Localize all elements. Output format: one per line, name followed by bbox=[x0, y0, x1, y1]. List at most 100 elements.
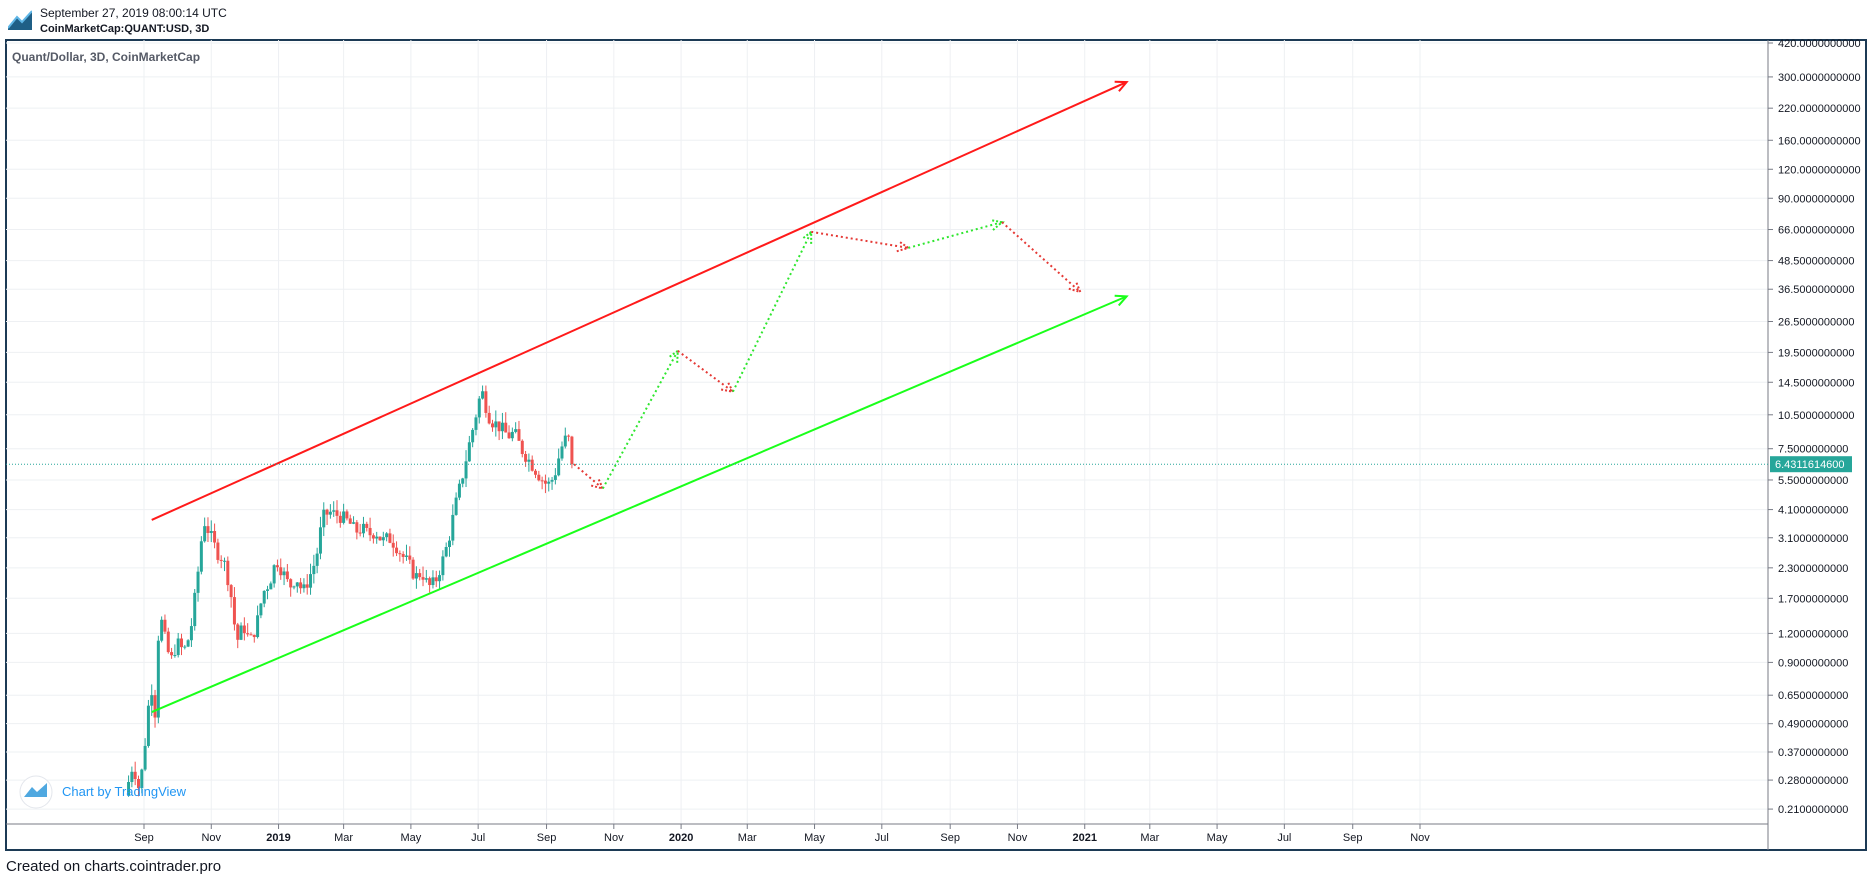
candle-body bbox=[156, 640, 160, 718]
candle-body bbox=[322, 509, 326, 528]
candle-body bbox=[256, 615, 260, 638]
snapshot-timestamp: September 27, 2019 08:00:14 UTC bbox=[40, 6, 227, 20]
candle-body bbox=[395, 547, 399, 554]
candle-body bbox=[547, 481, 551, 484]
candle-body bbox=[368, 527, 372, 536]
candle-body bbox=[328, 511, 332, 515]
candle-body bbox=[223, 560, 227, 562]
candle-body bbox=[431, 577, 435, 586]
price-tick-label: 0.6500000000 bbox=[1778, 690, 1848, 702]
price-tick-label: 3.1000000000 bbox=[1778, 533, 1848, 545]
footer-credit: Created on charts.cointrader.pro bbox=[6, 858, 222, 875]
candle-body bbox=[285, 571, 289, 580]
price-tick-label: 26.5000000000 bbox=[1778, 316, 1854, 328]
chart-title: Quant/Dollar, 3D, CoinMarketCap bbox=[12, 50, 200, 64]
candle-body bbox=[428, 578, 432, 586]
time-tick-label: May bbox=[804, 832, 825, 844]
price-tick-label: 7.5000000000 bbox=[1778, 444, 1848, 456]
candle-body bbox=[242, 625, 246, 634]
forecast-arrow-arrowhead bbox=[667, 348, 679, 363]
candle-body bbox=[203, 526, 207, 542]
candle-body bbox=[299, 582, 303, 589]
candle-body bbox=[213, 531, 217, 543]
candle-body bbox=[140, 769, 144, 789]
candle-body bbox=[335, 510, 339, 516]
candle-body bbox=[309, 574, 313, 588]
candle-body bbox=[471, 429, 475, 443]
chart-header: September 27, 2019 08:00:14 UTC CoinMark… bbox=[0, 0, 1874, 40]
candle-body bbox=[259, 603, 263, 616]
candle-body bbox=[239, 625, 243, 640]
forecast-arrow bbox=[811, 230, 909, 249]
candle-body bbox=[315, 553, 319, 566]
candle-body bbox=[500, 422, 504, 432]
price-tick-label: 420.0000000000 bbox=[1778, 38, 1861, 50]
forecast-arrow-arrowhead bbox=[990, 219, 1005, 231]
candle-body bbox=[404, 555, 408, 557]
candle-body bbox=[292, 586, 296, 588]
candle-body bbox=[160, 619, 164, 641]
forecast-arrow bbox=[601, 350, 679, 490]
candle-body bbox=[457, 483, 461, 498]
candle-body bbox=[477, 398, 481, 418]
candle-body bbox=[553, 475, 557, 480]
candle-body bbox=[527, 459, 531, 462]
time-tick-label: Nov bbox=[1008, 832, 1028, 844]
candle-body bbox=[279, 567, 283, 576]
candle-body bbox=[146, 705, 150, 746]
tradingview-watermark[interactable]: Chart by TradingView bbox=[19, 775, 187, 809]
trend-drawings bbox=[151, 80, 1129, 713]
candle-body bbox=[355, 522, 359, 533]
last-price-value: 6.4311614600 bbox=[1775, 459, 1845, 471]
last-price-line: 6.4311614600 bbox=[6, 456, 1852, 473]
candle-body bbox=[130, 771, 134, 783]
candle-body bbox=[342, 511, 346, 523]
support-trendline bbox=[151, 295, 1128, 713]
watermark-text[interactable]: Chart by TradingView bbox=[62, 784, 187, 799]
candle-body bbox=[186, 640, 190, 647]
candle-body bbox=[385, 533, 389, 538]
candle-body bbox=[305, 584, 309, 588]
candle-body bbox=[467, 442, 471, 462]
candle-body bbox=[163, 619, 167, 632]
candle-body bbox=[375, 536, 379, 539]
candle-body bbox=[226, 560, 230, 586]
candle-body bbox=[365, 523, 369, 528]
candle-body bbox=[325, 509, 329, 515]
candle-body bbox=[183, 646, 187, 648]
time-tick-label: 2019 bbox=[266, 832, 290, 844]
candle-body bbox=[560, 446, 564, 459]
price-tick-label: 1.2000000000 bbox=[1778, 628, 1848, 640]
candle-body bbox=[534, 470, 538, 475]
price-tick-label: 4.1000000000 bbox=[1778, 505, 1848, 517]
grid-lines bbox=[6, 40, 1768, 824]
price-tick-label: 160.0000000000 bbox=[1778, 135, 1861, 147]
time-tick-label: May bbox=[1207, 832, 1228, 844]
candle-body bbox=[371, 535, 375, 539]
candle-body bbox=[272, 565, 276, 584]
candle-body bbox=[361, 523, 365, 534]
time-tick-label: 2021 bbox=[1072, 832, 1096, 844]
candle-body bbox=[236, 624, 240, 640]
candle-body bbox=[189, 626, 193, 641]
time-tick-label: Mar bbox=[334, 832, 353, 844]
candle-body bbox=[275, 565, 279, 568]
candle-body bbox=[262, 590, 266, 604]
candle-body bbox=[196, 571, 200, 593]
time-tick-label: Mar bbox=[1140, 832, 1159, 844]
candle-body bbox=[520, 440, 524, 455]
candle-body bbox=[487, 412, 491, 424]
candle-body bbox=[434, 577, 438, 582]
time-tick-label: May bbox=[400, 832, 421, 844]
candle-body bbox=[550, 479, 554, 482]
candle-body bbox=[209, 531, 213, 533]
candle-body bbox=[295, 582, 299, 587]
time-tick-label: 2020 bbox=[669, 832, 693, 844]
time-tick-label: Jul bbox=[875, 832, 889, 844]
candle-body bbox=[461, 478, 465, 484]
candle-body bbox=[540, 480, 544, 482]
candle-body bbox=[418, 573, 422, 578]
candle-body bbox=[179, 638, 183, 648]
candle-body bbox=[414, 573, 418, 579]
candle-body bbox=[289, 579, 293, 588]
